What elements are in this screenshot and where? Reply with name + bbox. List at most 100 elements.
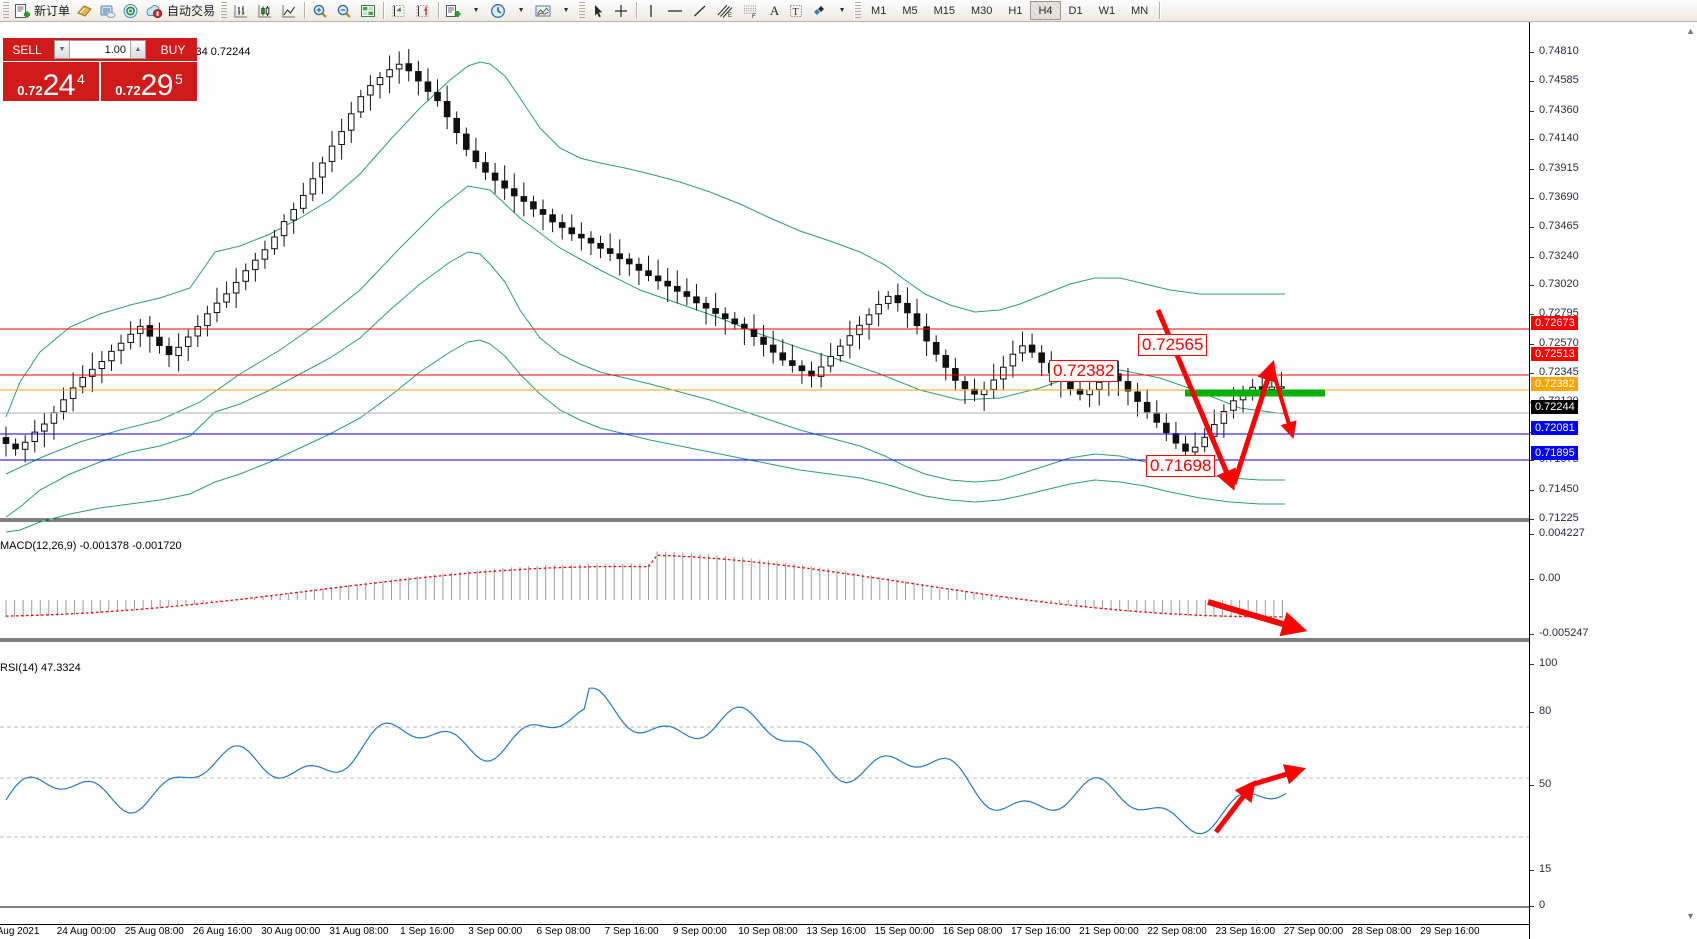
text-label-icon[interactable]: T [785, 1, 807, 21]
auto-trading-label[interactable]: 自动交易 [167, 4, 216, 18]
zoom-out-icon[interactable] [332, 1, 356, 21]
candle-bearish [626, 258, 633, 265]
time-axis-label: 3 Sep 00:00 [468, 926, 523, 937]
candle-bullish [1095, 381, 1103, 390]
shapes-chevron-down-icon[interactable]: ▼ [838, 7, 846, 14]
timeframe-h1[interactable]: H1 [1008, 4, 1023, 17]
toolbar-grip[interactable] [2, 1, 9, 20]
auto-scroll-icon[interactable] [387, 1, 411, 21]
toolbar-separator-2 [383, 2, 385, 19]
data-window-icon[interactable] [96, 1, 119, 21]
chart-shift-icon[interactable] [411, 1, 435, 21]
signals-icon[interactable] [119, 1, 142, 21]
time-axis[interactable]: Aug 2021 24 Aug 00:00 25 Aug 08:00 26 Aug 1… [0, 924, 1529, 939]
vertical-line-icon[interactable] [640, 1, 662, 21]
scroll-up-caret-icon[interactable]: ▲ [1686, 26, 1695, 36]
chart-canvas-area[interactable]: AUDUSD-,H4 0.72257 0.72299 0.72234 0.722… [0, 22, 1697, 939]
crosshair-icon[interactable] [609, 1, 633, 21]
sell-price-block[interactable]: 0.72 24 4 [3, 62, 99, 101]
indicators-chevron-down-icon[interactable]: ▼ [472, 7, 480, 14]
candle-bearish [654, 275, 662, 282]
candle-bearish [760, 336, 767, 345]
candle-bearish [1172, 433, 1180, 444]
sell-button[interactable]: SELL [3, 38, 51, 61]
annotation-pivot[interactable]: 0.72565 [1138, 334, 1208, 356]
candle-bullish [290, 208, 297, 221]
candle-bearish [961, 381, 969, 390]
shapes-icon[interactable] [807, 1, 831, 21]
new-order-label[interactable]: 新订单 [34, 4, 71, 18]
toolbar-grip-2[interactable] [220, 1, 228, 20]
price-level-badge-072513[interactable]: 0.72513 [1531, 347, 1578, 361]
toolbar-grip-3[interactable] [578, 1, 586, 20]
candle-bullish [875, 303, 882, 315]
horizontal-line-icon[interactable] [662, 1, 688, 21]
chart-plot[interactable] [0, 22, 1529, 923]
line-chart-icon[interactable] [277, 1, 301, 21]
indicators-icon[interactable] [442, 1, 465, 21]
new-order-icon[interactable] [11, 1, 33, 21]
candle-bearish [597, 242, 604, 249]
price-level-badge-071895[interactable]: 0.71895 [1531, 446, 1578, 460]
equidistant-channel-icon[interactable]: E [712, 1, 738, 21]
price-level-badge-072244[interactable]: 0.72244 [1531, 400, 1578, 414]
macd-tick-mark [1530, 634, 1534, 635]
candle-bearish [472, 150, 480, 163]
timeframe-m30[interactable]: M30 [971, 4, 993, 17]
time-axis-label: 21 Sep 00:00 [1079, 926, 1139, 937]
price-axis[interactable]: 0.74810 0.74585 0.74360 0.74140 0.73915 0.736… [1529, 22, 1697, 939]
price-tick-mark [1530, 139, 1534, 141]
auto-trading-icon[interactable] [142, 1, 166, 21]
candle-bullish [232, 281, 240, 294]
macd-indicator-label: MACD(12,26,9) -0.001378 -0.001720 [0, 540, 182, 552]
candle-bearish [415, 71, 422, 82]
one-click-trading-panel[interactable]: SELL ▼ 1.00 ▲ BUY 0.72 24 4 0.72 29 5 [3, 38, 197, 118]
candle-bullish [1009, 353, 1017, 367]
bar-chart-icon[interactable] [229, 1, 253, 21]
timeframe-m5[interactable]: M5 [902, 4, 918, 17]
volume-increment-icon[interactable]: ▲ [130, 41, 145, 58]
timeframe-d1[interactable]: D1 [1068, 4, 1083, 17]
expert-advisor-icon[interactable] [73, 1, 96, 21]
timeframe-h4[interactable]: H4 [1030, 1, 1061, 20]
annotation-support[interactable]: 0.71698 [1146, 455, 1216, 477]
rsi-tick-label: 0 [1539, 899, 1546, 911]
annotation-resistance[interactable]: 0.72382 [1049, 360, 1119, 382]
price-level-badge-072081[interactable]: 0.72081 [1531, 421, 1578, 435]
templates-chevron-down-icon[interactable]: ▼ [562, 7, 570, 14]
buy-button[interactable]: BUY [149, 38, 197, 61]
templates-icon[interactable] [531, 1, 555, 21]
candle-bullish [242, 270, 250, 282]
text-icon[interactable]: A [769, 2, 780, 18]
timeframe-m1[interactable]: M1 [871, 4, 887, 17]
tile-windows-icon[interactable] [356, 1, 380, 21]
trend-line-icon[interactable] [688, 1, 712, 21]
timeframe-w1[interactable]: W1 [1098, 4, 1116, 17]
period-icon[interactable] [486, 1, 510, 21]
timeframe-mn[interactable]: MN [1131, 4, 1149, 17]
volume-value[interactable]: 1.00 [104, 43, 126, 56]
volume-decrement-icon[interactable]: ▼ [55, 41, 70, 58]
period-chevron-down-icon[interactable]: ▼ [517, 7, 525, 14]
scroll-down-caret-icon[interactable]: ▼ [1686, 911, 1695, 921]
toolbar-grip-4[interactable] [854, 1, 862, 20]
timeframe-m15[interactable]: M15 [933, 4, 955, 17]
rsi-projection-arrow-up [1214, 779, 1256, 834]
candle-bearish [587, 237, 595, 244]
candle-bullish [261, 249, 269, 260]
candle-bearish [904, 302, 911, 314]
buy-price-block[interactable]: 0.72 29 5 [99, 62, 197, 101]
svg-text:E: E [728, 13, 732, 19]
candle-bullish [827, 356, 834, 367]
cursor-icon[interactable] [587, 1, 609, 21]
zoom-in-icon[interactable] [308, 1, 332, 21]
time-axis-label: 25 Aug 08:00 [124, 926, 184, 937]
volume-stepper[interactable]: ▼ 1.00 ▲ [54, 40, 146, 59]
price-level-badge-072673[interactable]: 0.72673 [1531, 316, 1578, 330]
fibonacci-icon[interactable]: F [738, 1, 764, 21]
candle-bullish [204, 313, 211, 327]
price-level-badge-072382[interactable]: 0.72382 [1531, 377, 1578, 391]
candle-bearish [549, 214, 556, 223]
candlestick-chart-icon[interactable] [253, 1, 277, 21]
